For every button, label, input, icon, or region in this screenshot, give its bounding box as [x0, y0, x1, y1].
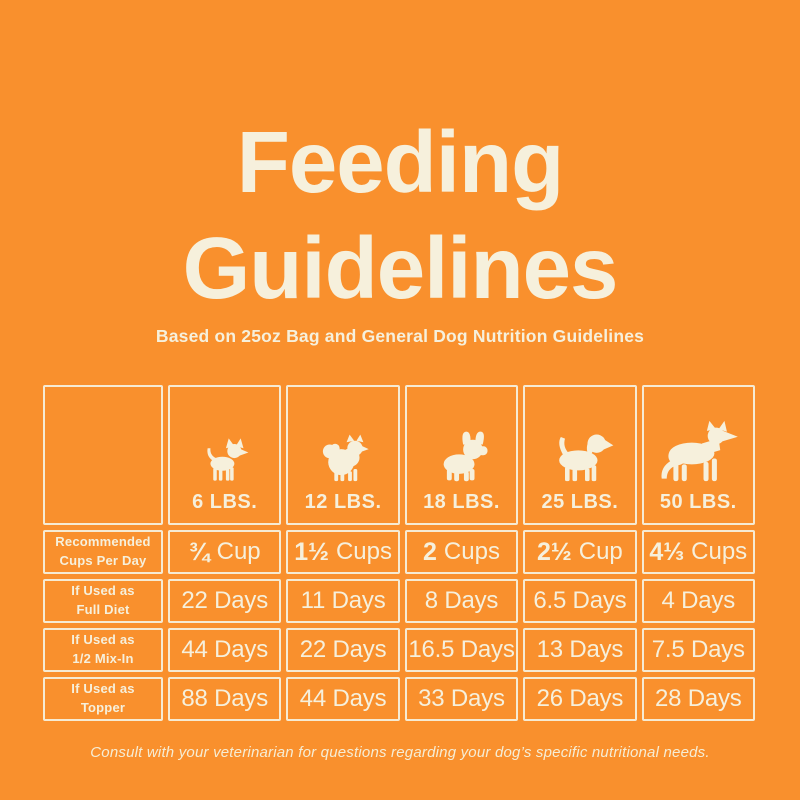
days-value: 44 Days	[286, 677, 400, 721]
days-value: 26 Days	[523, 677, 637, 721]
row-header-topper: If Used as Topper	[43, 677, 163, 721]
title-line-2: Guidelines	[182, 220, 619, 317]
days-value: 22 Days	[168, 579, 282, 623]
cups-value: 2 Cups	[404, 530, 519, 574]
weight-label: 6 LBS.	[192, 491, 258, 513]
weight-label: 18 LBS.	[423, 491, 500, 513]
cups-unit: Cups	[443, 538, 500, 565]
chihuahua-icon	[207, 438, 249, 481]
days-value: 6.5 Days	[523, 579, 637, 623]
row-header-half-mix-in: If Used as 1/2 Mix-In	[43, 628, 163, 672]
beagle-icon	[559, 434, 614, 482]
cups-value: 1½ Cups	[286, 530, 400, 574]
subtitle: Based on 25oz Bag and General Dog Nutrit…	[155, 326, 645, 346]
cups-value: 4⅓ Cups	[641, 530, 755, 574]
days-value: 33 Days	[404, 677, 519, 721]
cups-value: 2½ Cup	[523, 530, 637, 574]
weight-label: 25 LBS.	[541, 491, 619, 513]
cups-qty: 1½	[294, 537, 329, 566]
feeding-table: 6 LBS. 12 LBS.	[43, 385, 755, 721]
days-value: 16.5 Days	[404, 628, 519, 672]
cups-unit: Cups	[335, 538, 392, 565]
column-header-12lbs: 12 LBS.	[286, 385, 400, 525]
cups-qty: 4⅓	[649, 537, 685, 566]
days-value: 7.5 Days	[641, 628, 755, 672]
french-bulldog-icon	[443, 431, 488, 482]
column-header-50lbs: 50 LBS.	[641, 385, 755, 525]
corner-cell	[43, 385, 163, 525]
days-value: 11 Days	[286, 579, 400, 623]
cups-qty: 2	[423, 537, 437, 566]
days-value: 88 Days	[168, 677, 282, 721]
title-line-1: Feeding	[236, 114, 565, 211]
days-value: 8 Days	[404, 579, 519, 623]
cups-unit: Cup	[578, 538, 623, 565]
days-value: 22 Days	[286, 628, 400, 672]
row-header-cups-per-day: Recommended Cups Per Day	[43, 530, 163, 574]
column-header-6lbs: 6 LBS.	[168, 385, 282, 525]
german-shepherd-icon	[661, 420, 738, 482]
days-value: 4 Days	[641, 579, 755, 623]
days-value: 13 Days	[523, 628, 637, 672]
cups-unit: Cup	[216, 538, 261, 565]
weight-label: 50 LBS.	[659, 491, 737, 513]
cups-qty: ¾	[188, 537, 210, 566]
row-header-full-diet: If Used as Full Diet	[43, 579, 163, 623]
column-header-18lbs: 18 LBS.	[404, 385, 519, 525]
disclaimer-text: Consult with your veterinarian for quest…	[90, 744, 710, 761]
days-value: 44 Days	[168, 628, 282, 672]
cups-value: ¾ Cup	[168, 530, 282, 574]
cups-qty: 2½	[536, 537, 572, 566]
pomeranian-icon	[322, 434, 369, 482]
days-value: 28 Days	[641, 677, 755, 721]
page-title: Feeding Guidelines	[0, 110, 800, 322]
cups-unit: Cups	[691, 538, 748, 565]
column-header-25lbs: 25 LBS.	[523, 385, 637, 525]
weight-label: 12 LBS.	[304, 491, 382, 513]
